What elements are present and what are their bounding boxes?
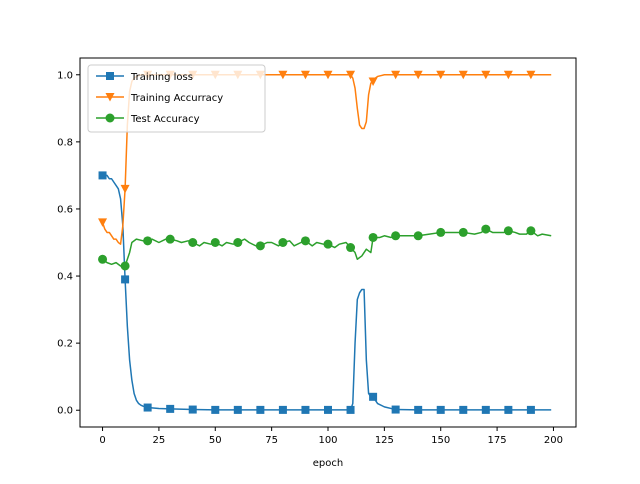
data-point-training-accurracy [391, 70, 401, 80]
data-point-training-loss [324, 405, 332, 414]
x-tick-label: 25 [153, 435, 166, 446]
data-point-training-loss [143, 403, 152, 412]
x-tick-label: 75 [265, 435, 278, 446]
data-point-test-accuracy [481, 224, 491, 234]
y-tick-label: 0.6 [57, 204, 73, 215]
data-point-test-accuracy [188, 238, 198, 247]
x-tick-label: 100 [318, 435, 337, 446]
data-point-test-accuracy [120, 261, 130, 271]
data-point-test-accuracy [526, 226, 536, 236]
data-point-training-loss [369, 392, 378, 401]
data-point-training-loss [526, 405, 535, 414]
legend-entry: Test Accuracy [130, 114, 200, 125]
data-point-training-loss [391, 405, 400, 414]
data-point-training-accurracy [278, 70, 288, 80]
data-point-test-accuracy [323, 239, 333, 249]
series-test-accuracy [98, 224, 552, 271]
x-tick-label: 150 [431, 435, 450, 446]
y-tick-label: 0.4 [57, 272, 73, 283]
x-tick-label: 200 [544, 435, 563, 446]
data-point-test-accuracy [391, 231, 401, 241]
data-point-test-accuracy [210, 238, 220, 247]
data-point-training-loss [256, 405, 265, 414]
y-tick-label: 0.8 [57, 137, 73, 148]
series-line-training-accurracy [101, 74, 552, 245]
data-point-training-accurracy [413, 70, 423, 80]
data-point-training-loss [459, 405, 468, 414]
data-point-test-accuracy [98, 254, 108, 264]
x-tick-label: 125 [375, 435, 394, 446]
data-point-training-loss [233, 405, 242, 414]
data-point-training-accurracy [120, 184, 130, 194]
data-point-training-loss [211, 405, 220, 414]
data-point-training-loss [188, 405, 197, 414]
x-tick-label: 175 [488, 435, 507, 446]
data-point-training-accurracy [458, 70, 468, 80]
data-point-training-accurracy [98, 218, 108, 227]
x-axis-label: epoch [313, 458, 343, 469]
series-training-loss [98, 171, 552, 414]
data-point-training-loss [346, 405, 355, 414]
data-point-test-accuracy [413, 231, 423, 241]
data-point-training-loss [98, 171, 107, 180]
y-tick-label: 0.2 [57, 339, 73, 350]
x-tick-label: 0 [99, 435, 105, 446]
data-point-test-accuracy [143, 236, 153, 246]
data-point-test-accuracy [165, 234, 175, 244]
data-point-training-accurracy [368, 77, 378, 86]
data-point-training-loss [504, 405, 513, 414]
data-point-test-accuracy [503, 226, 513, 236]
legend: Training loss Training Accurracy Test Accu… [87, 64, 266, 133]
data-point-test-accuracy [368, 232, 378, 242]
legend-marker [105, 93, 115, 102]
data-point-training-accurracy [323, 70, 333, 80]
series-line-training-loss [102, 174, 552, 411]
legend-box [87, 64, 266, 133]
legend-entry: Training Accurracy [130, 93, 223, 104]
data-point-test-accuracy [233, 238, 243, 247]
data-point-training-accurracy [300, 70, 310, 80]
data-point-training-accurracy [481, 70, 491, 80]
data-point-training-accurracy [526, 70, 536, 80]
data-point-test-accuracy [346, 243, 356, 253]
data-point-training-loss [301, 405, 310, 414]
data-point-training-accurracy [436, 70, 446, 80]
data-point-training-accurracy [346, 70, 356, 80]
y-tick-label: 0.0 [57, 406, 73, 417]
axes: 0 25 50 75 100 125 150 175 200 0.0 0.2 0.4 0.6 0.8 1.0 [57, 57, 577, 446]
legend-marker [106, 72, 114, 80]
legend-entry: Training loss [130, 72, 193, 83]
data-point-training-loss [121, 275, 130, 284]
legend-marker [105, 113, 115, 123]
data-point-training-loss [166, 404, 175, 413]
data-point-training-accurracy [503, 70, 513, 80]
data-point-test-accuracy [278, 238, 288, 247]
data-point-training-loss [481, 405, 490, 414]
data-point-test-accuracy [300, 236, 310, 246]
y-tick-label: 1.0 [57, 70, 73, 81]
data-point-training-loss [436, 405, 445, 414]
x-tick-label: 50 [209, 435, 222, 446]
data-point-training-loss [414, 405, 423, 414]
data-point-test-accuracy [255, 241, 265, 251]
data-point-test-accuracy [436, 227, 446, 237]
data-point-test-accuracy [458, 227, 468, 237]
data-point-training-loss [278, 405, 287, 414]
